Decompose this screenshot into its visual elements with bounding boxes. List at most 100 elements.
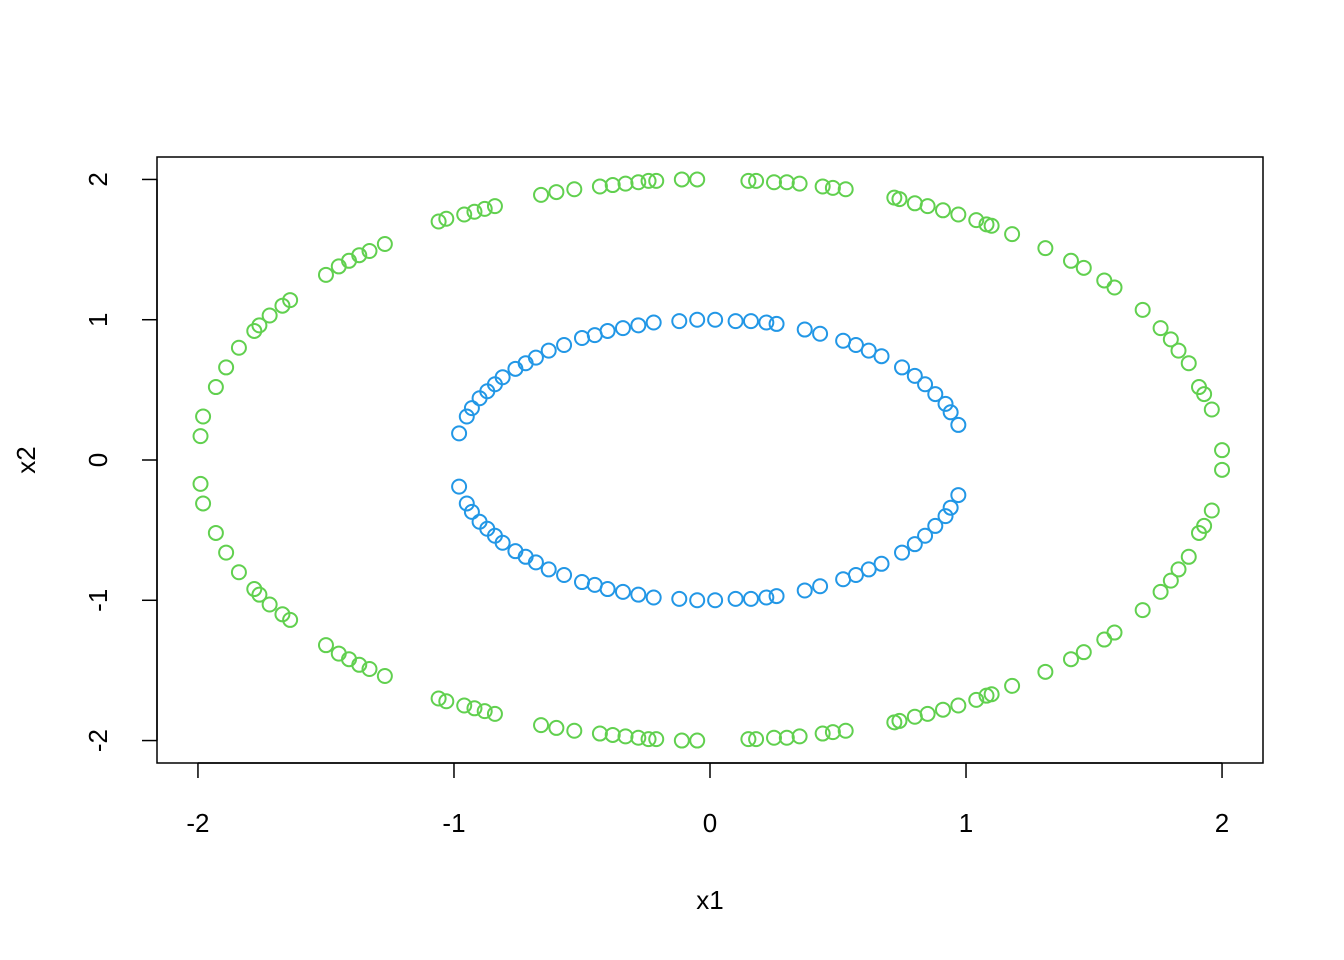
point (917, 376, 934, 393)
point (617, 728, 634, 745)
point (791, 728, 808, 745)
point (540, 561, 557, 578)
point (486, 198, 503, 215)
point (376, 235, 393, 252)
point (847, 567, 864, 584)
point (361, 661, 378, 678)
point (456, 206, 473, 223)
plot-box (156, 156, 1264, 764)
point (591, 178, 608, 195)
y-tick-label: -2 (83, 729, 113, 752)
point (251, 317, 268, 334)
point (246, 322, 263, 339)
point (282, 292, 299, 309)
point (778, 729, 795, 746)
point (927, 386, 944, 403)
point (824, 724, 841, 741)
point (230, 339, 247, 356)
point (438, 210, 455, 227)
point (768, 315, 785, 332)
point (218, 359, 235, 376)
point (689, 311, 706, 328)
point (230, 564, 247, 581)
point (748, 172, 765, 189)
point (837, 722, 854, 739)
point (451, 478, 468, 495)
x-tick-label: -2 (186, 808, 209, 838)
point (246, 581, 263, 598)
point (218, 544, 235, 561)
point (847, 336, 864, 353)
point (1004, 226, 1021, 243)
point (573, 329, 590, 346)
y-tick-label: -1 (83, 589, 113, 612)
point (640, 731, 657, 748)
point (573, 574, 590, 591)
point (1214, 442, 1231, 459)
point (486, 705, 503, 722)
point (648, 731, 665, 748)
point (361, 242, 378, 259)
point (604, 726, 621, 743)
point (645, 589, 662, 606)
point (812, 578, 829, 595)
point (1203, 502, 1220, 519)
point (814, 725, 831, 742)
point (1162, 331, 1179, 348)
x-axis-label: x1 (696, 885, 723, 915)
point (430, 690, 447, 707)
point (466, 203, 483, 220)
point (192, 428, 209, 445)
point (630, 586, 647, 603)
point (671, 590, 688, 607)
point (1196, 386, 1213, 403)
point (458, 495, 475, 512)
point (261, 307, 278, 324)
point (1134, 602, 1151, 619)
point (1075, 644, 1092, 661)
point (860, 561, 877, 578)
point (919, 198, 936, 215)
point (937, 395, 954, 412)
point (458, 408, 475, 425)
point (527, 554, 544, 571)
point (742, 590, 759, 607)
point (1062, 651, 1079, 668)
point (463, 503, 480, 520)
point (860, 342, 877, 359)
point (604, 177, 621, 194)
point (614, 320, 631, 337)
point (1170, 342, 1187, 359)
point (727, 313, 744, 330)
point (766, 174, 783, 191)
point (456, 697, 473, 714)
point (1152, 320, 1169, 337)
point (917, 527, 934, 544)
point (983, 686, 1000, 703)
point (673, 732, 690, 749)
point (983, 217, 1000, 234)
point (599, 322, 616, 339)
point (548, 719, 565, 736)
point (192, 475, 209, 492)
point (207, 524, 224, 541)
point (317, 637, 334, 654)
point (758, 314, 775, 331)
point (1180, 548, 1197, 565)
point (689, 592, 706, 609)
point (1134, 301, 1151, 318)
y-tick-label: 2 (83, 172, 113, 186)
point (778, 174, 795, 191)
x-tick-label: 2 (1215, 808, 1229, 838)
point (1170, 561, 1187, 578)
point (261, 596, 278, 613)
point (671, 313, 688, 330)
point (195, 408, 212, 425)
point (494, 369, 511, 386)
point (1004, 677, 1021, 694)
point (430, 213, 447, 230)
point (527, 349, 544, 366)
point (207, 379, 224, 396)
point (689, 732, 706, 749)
